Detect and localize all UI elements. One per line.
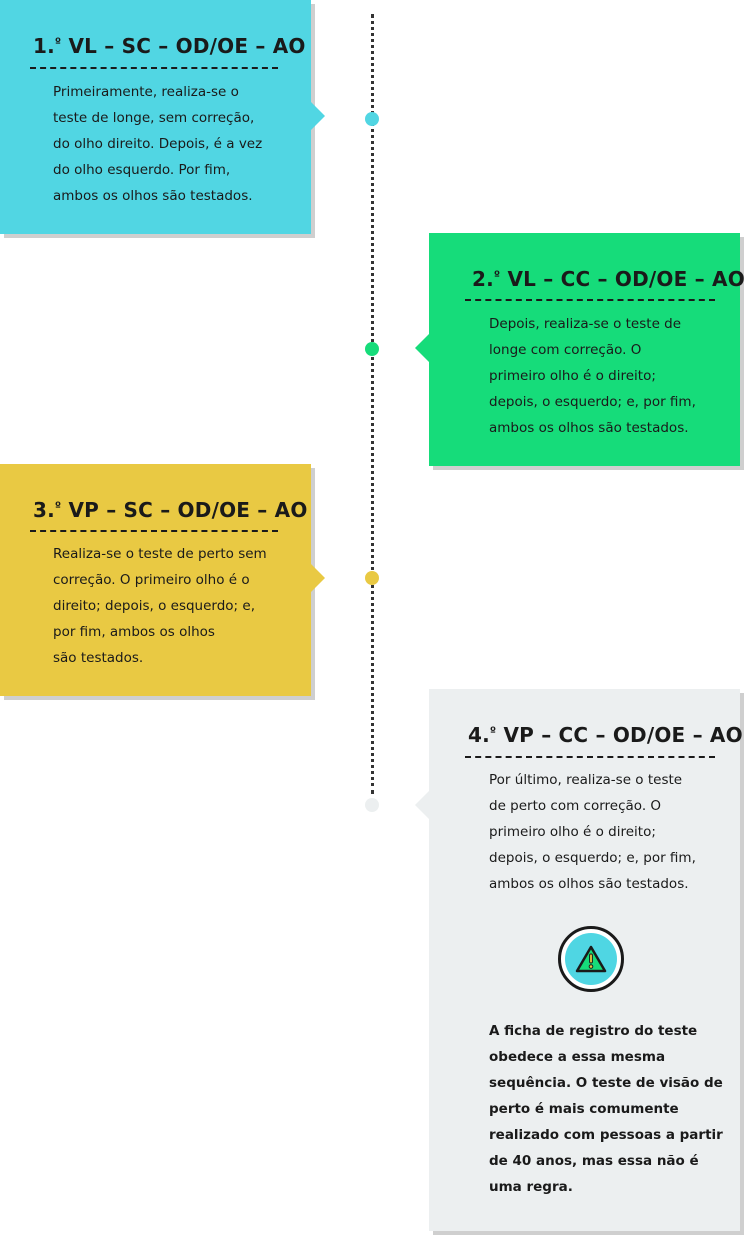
text-line: depois, o esquerdo; e, por fim, bbox=[489, 394, 696, 410]
text-line: são testados. bbox=[53, 650, 144, 666]
text-line: Depois, realiza-se o teste de bbox=[489, 316, 682, 332]
text-line: de perto com correção. O bbox=[489, 798, 662, 814]
step-number: 3. bbox=[33, 498, 55, 522]
text-line: ambos os olhos são testados. bbox=[489, 876, 689, 892]
note-line: uma regra. bbox=[489, 1179, 573, 1195]
warning-badge-inner bbox=[565, 933, 617, 985]
card-pointer bbox=[415, 334, 429, 362]
ordinal-mark: º bbox=[54, 35, 62, 49]
step-description: Depois, realiza-se o teste de longe com … bbox=[489, 311, 696, 441]
note-line: realizado com pessoas a partir bbox=[489, 1127, 723, 1143]
step-title: 1.º VL – SC – OD/OE – AO bbox=[33, 34, 306, 58]
note-line: de 40 anos, mas essa não é bbox=[489, 1153, 699, 1169]
ordinal-mark: º bbox=[493, 268, 501, 282]
step-card-1: 1.º VL – SC – OD/OE – AO Primeiramente, … bbox=[0, 0, 325, 234]
text-line: do olho direito. Depois, é a vez bbox=[53, 136, 263, 152]
step-number: 1. bbox=[33, 34, 55, 58]
text-line: primeiro olho é o direito; bbox=[489, 368, 656, 384]
step-card-4: 4.º VP – CC – OD/OE – AO Por último, rea… bbox=[415, 689, 743, 1231]
timeline-dot-3 bbox=[365, 571, 379, 585]
step-number: 4. bbox=[468, 723, 490, 747]
timeline-line bbox=[371, 14, 374, 794]
text-line: depois, o esquerdo; e, por fim, bbox=[489, 850, 696, 866]
title-divider bbox=[465, 756, 715, 758]
step-title: 3.º VP – SC – OD/OE – AO bbox=[33, 498, 308, 522]
text-line: por fim, ambos os olhos bbox=[53, 624, 215, 640]
card-pointer bbox=[311, 564, 325, 592]
text-line: longe com correção. O bbox=[489, 342, 642, 358]
text-line: primeiro olho é o direito; bbox=[489, 824, 656, 840]
text-line: Realiza-se o teste de perto sem bbox=[53, 546, 267, 562]
step-description: Realiza-se o teste de perto sem correção… bbox=[53, 541, 267, 671]
timeline-dot-4 bbox=[365, 798, 379, 812]
step-title: 2.º VL – CC – OD/OE – AO bbox=[472, 267, 744, 291]
text-line: Primeiramente, realiza-se o bbox=[53, 84, 239, 100]
note-line: A ficha de registro do teste bbox=[489, 1023, 698, 1039]
card-pointer bbox=[311, 102, 325, 130]
note-line: obedece a essa mesma bbox=[489, 1049, 666, 1065]
step-number: 2. bbox=[472, 267, 494, 291]
title-divider bbox=[30, 530, 278, 532]
text-line: do olho esquerdo. Por fim, bbox=[53, 162, 231, 178]
card-pointer bbox=[415, 791, 429, 819]
ordinal-mark: º bbox=[489, 724, 497, 738]
step-title-text: VP – SC – OD/OE – AO bbox=[61, 498, 308, 522]
step-description: Primeiramente, realiza-se o teste de lon… bbox=[53, 79, 262, 209]
step-title-text: VL – SC – OD/OE – AO bbox=[61, 34, 306, 58]
text-line: ambos os olhos são testados. bbox=[53, 188, 253, 204]
warning-icon bbox=[575, 945, 607, 973]
step-title-text: VL – CC – OD/OE – AO bbox=[500, 267, 744, 291]
note-line: sequência. O teste de visão de bbox=[489, 1075, 723, 1091]
warning-badge bbox=[558, 926, 624, 992]
text-line: ambos os olhos são testados. bbox=[489, 420, 689, 436]
timeline-dot-1 bbox=[365, 112, 379, 126]
note-text: A ficha de registro do teste obedece a e… bbox=[489, 1018, 723, 1200]
text-line: Por último, realiza-se o teste bbox=[489, 772, 683, 788]
step-title-text: VP – CC – OD/OE – AO bbox=[496, 723, 743, 747]
step-title: 4.º VP – CC – OD/OE – AO bbox=[468, 723, 743, 747]
text-line: correção. O primeiro olho é o bbox=[53, 572, 250, 588]
step-description: Por último, realiza-se o teste de perto … bbox=[489, 767, 696, 897]
text-line: direito; depois, o esquerdo; e, bbox=[53, 598, 255, 614]
title-divider bbox=[30, 67, 278, 69]
title-divider bbox=[465, 299, 715, 301]
step-card-3: 3.º VP – SC – OD/OE – AO Realiza-se o te… bbox=[0, 464, 325, 696]
timeline-dot-2 bbox=[365, 342, 379, 356]
step-card-2: 2.º VL – CC – OD/OE – AO Depois, realiza… bbox=[415, 233, 744, 466]
note-line: perto é mais comumente bbox=[489, 1101, 679, 1117]
text-line: teste de longe, sem correção, bbox=[53, 110, 255, 126]
ordinal-mark: º bbox=[54, 499, 62, 513]
